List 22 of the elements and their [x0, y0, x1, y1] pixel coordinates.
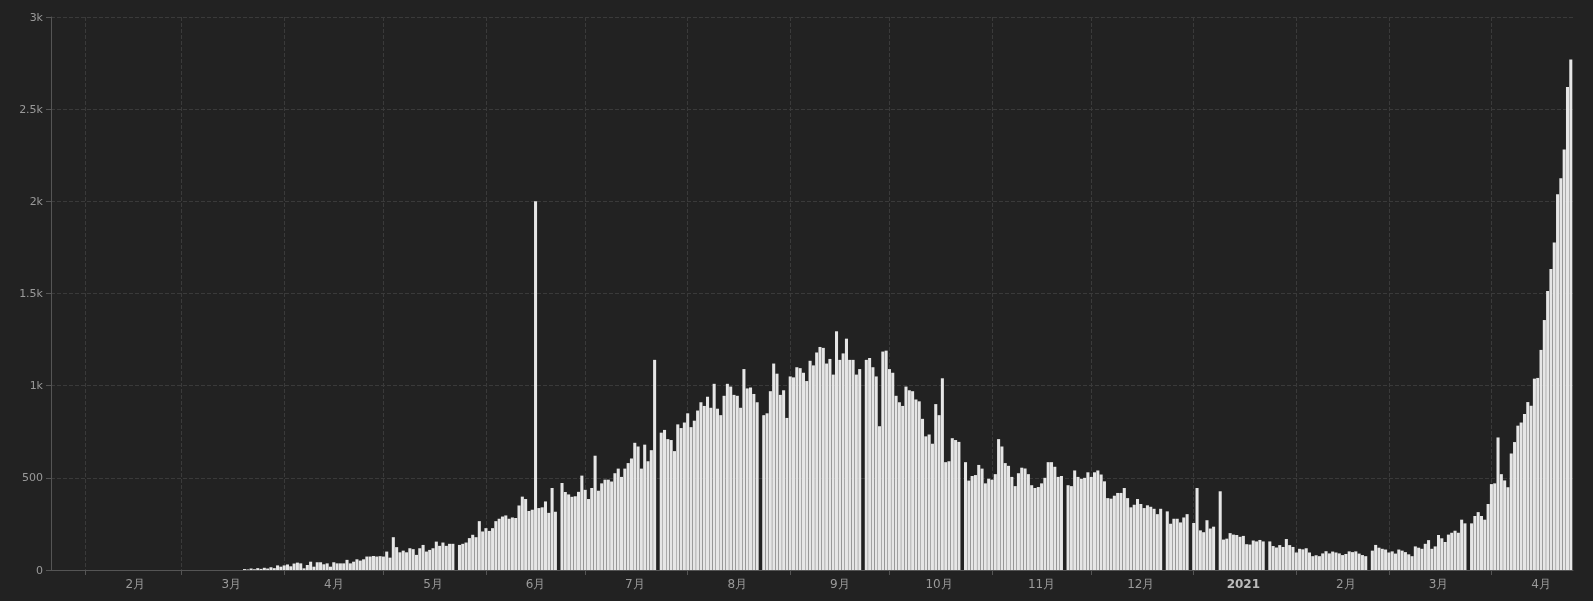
- x-tick-label: 2021: [1226, 577, 1261, 591]
- x-tick-label: 11月: [1027, 577, 1056, 591]
- y-tick-label: 2.5k: [19, 102, 44, 116]
- x-tick-label: 4月: [1531, 577, 1551, 591]
- y-tick-label: 1.5k: [19, 287, 44, 300]
- x-tick-label: 2月: [1336, 577, 1356, 591]
- y-tick-label: 1k: [29, 379, 44, 393]
- x-tick-label: 6月: [525, 577, 546, 591]
- y-tick-label: 2k: [29, 194, 44, 208]
- x-tick-label: 9月: [830, 577, 850, 591]
- y-tick-label: 3k: [29, 10, 44, 24]
- y-tick-label: 0: [36, 563, 43, 577]
- x-tick-label: 2月: [125, 577, 146, 591]
- x-tick-label: 12月: [1127, 577, 1155, 591]
- x-tick-label: 3月: [1428, 577, 1449, 591]
- x-tick-label: 10月: [925, 577, 953, 591]
- x-tick-label: 7月: [624, 577, 645, 591]
- x-tick-label: 4月: [323, 577, 344, 591]
- x-tick-label: 8月: [727, 577, 748, 591]
- y-tick-label: 500: [22, 471, 43, 485]
- x-tick-label: 3月: [221, 577, 242, 591]
- x-tick-label: 5月: [423, 577, 443, 591]
